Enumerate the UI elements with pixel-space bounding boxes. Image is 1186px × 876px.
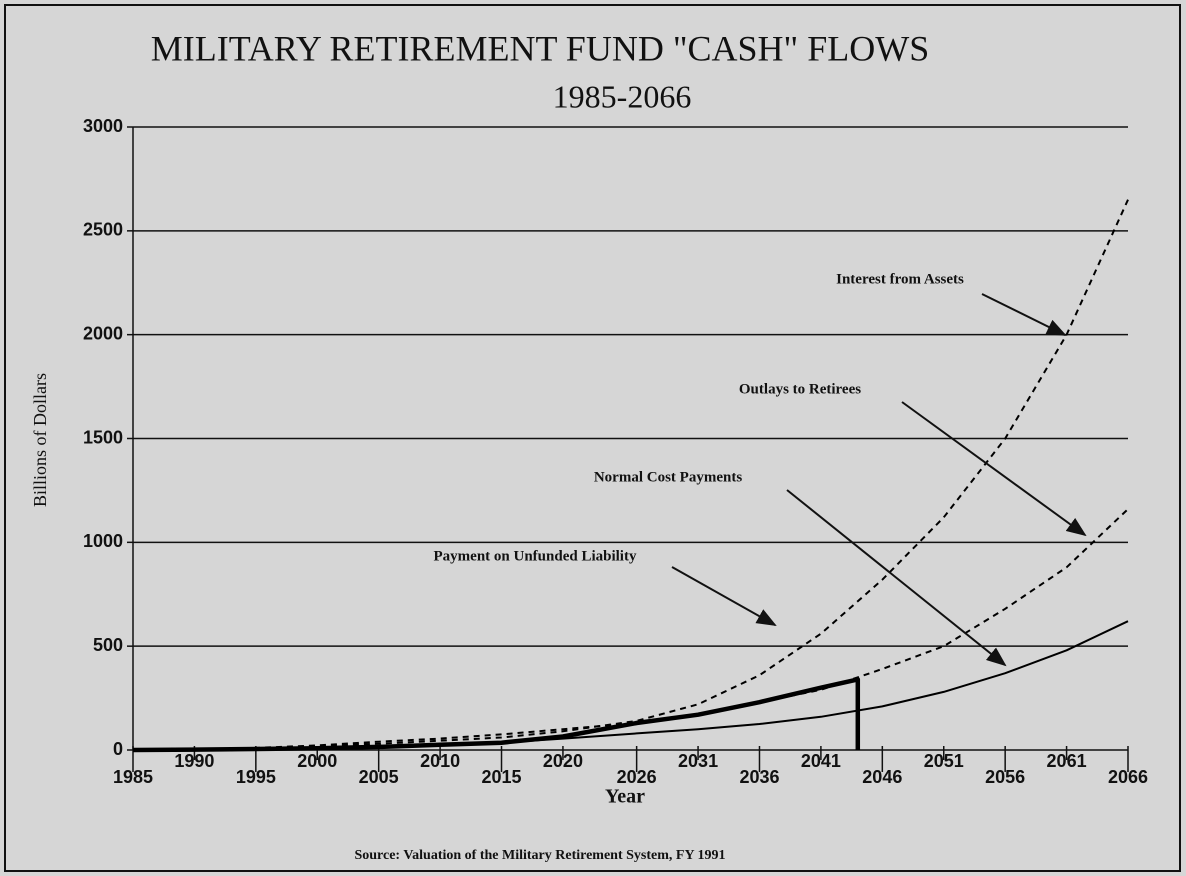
source-note: Source: Valuation of the Military Retire… [354, 848, 725, 863]
annotation-arrow [671, 566, 777, 626]
x-tick-label: 2036 [739, 767, 779, 787]
x-tick-label: 2051 [924, 751, 964, 771]
x-tick-label: 2000 [297, 751, 337, 771]
frame [4, 4, 1181, 872]
annotation: Outlays to Retirees [739, 381, 861, 397]
x-tick-label: 2056 [985, 767, 1025, 787]
x-tick-label: 2010 [420, 751, 460, 771]
x-tick-label: 1995 [236, 767, 276, 787]
y-tick-label: 0 [113, 739, 123, 759]
annotation: Normal Cost Payments [594, 469, 742, 485]
chart-title: MILITARY RETIREMENT FUND "CASH" FLOWS [151, 28, 930, 68]
y-tick-label: 2500 [83, 220, 123, 240]
x-tick-label: 1985 [113, 767, 153, 787]
x-tick-label: 2020 [543, 751, 583, 771]
x-tick-label: 2015 [481, 767, 521, 787]
chart-subtitle: 1985-2066 [553, 78, 692, 114]
annotation-arrow [786, 489, 1007, 667]
x-tick-label: 2066 [1108, 767, 1148, 787]
x-axis-label: Year [605, 786, 645, 808]
series-line [132, 199, 1129, 751]
x-tick-label: 2005 [359, 767, 399, 787]
y-tick-label: 3000 [83, 116, 123, 136]
x-tick-label: 2041 [801, 751, 841, 771]
y-tick-label: 500 [93, 635, 123, 655]
annotation: Payment on Unfunded Liability [434, 548, 637, 564]
annotation-arrow [981, 293, 1067, 336]
x-tick-label: 2046 [862, 767, 902, 787]
x-tick-label: 2026 [617, 767, 657, 787]
annotation: Interest from Assets [836, 271, 964, 287]
y-axis-label: Billions of Dollars [30, 373, 50, 507]
y-tick-label: 2000 [83, 323, 123, 343]
x-tick-label: 1990 [174, 751, 214, 771]
x-tick-label: 2031 [678, 751, 718, 771]
y-tick-label: 1000 [83, 531, 123, 551]
x-tick-label: 2061 [1047, 751, 1087, 771]
annotation-arrow [901, 401, 1087, 537]
y-tick-label: 1500 [83, 427, 123, 447]
series-line [132, 677, 861, 753]
